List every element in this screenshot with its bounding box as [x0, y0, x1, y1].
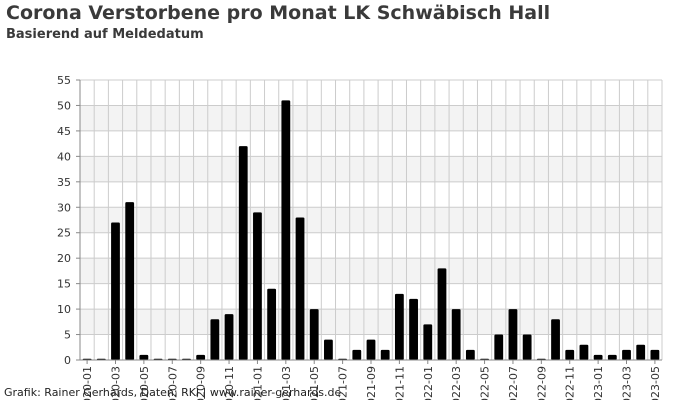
bar: [253, 212, 262, 360]
bar: [494, 334, 504, 360]
bar: [579, 344, 589, 360]
background-band: [80, 309, 662, 335]
y-tick-label: 15: [57, 278, 71, 291]
x-tick-label: 2022-07: [507, 366, 520, 400]
bar: [565, 349, 575, 360]
bar: [324, 339, 333, 360]
bar: [139, 354, 149, 360]
bar: [409, 298, 418, 360]
x-tick-label: 2023-01: [592, 366, 605, 400]
bar: [636, 344, 646, 360]
x-tick-label: 2022-01: [422, 366, 435, 400]
x-tick-label: 2020-03: [109, 366, 122, 400]
bar: [281, 100, 291, 360]
x-tick-label: 2020-01: [81, 366, 94, 400]
y-tick-label: 5: [64, 329, 71, 342]
bar: [465, 349, 475, 360]
x-tick-label: 2023-05: [649, 366, 662, 400]
bar: [423, 324, 433, 360]
bar: [224, 314, 234, 360]
bar: [210, 319, 220, 360]
bar: [394, 293, 404, 360]
bar: [267, 288, 277, 360]
x-tick-label: 2021-11: [393, 366, 406, 400]
chart-subtitle: Basierend auf Meldedatum: [6, 27, 204, 42]
bar: [593, 354, 603, 360]
y-tick-label: 55: [57, 74, 71, 87]
x-tick-label: 2022-03: [450, 366, 463, 400]
x-tick-label: 2020-07: [166, 366, 179, 400]
x-tick-label: 2020-11: [223, 366, 236, 400]
x-tick-label: 2021-09: [365, 366, 378, 400]
bar: [380, 349, 390, 360]
y-tick-label: 0: [64, 354, 71, 367]
bar: [650, 349, 660, 360]
x-tick-label: 2023-03: [621, 366, 634, 400]
x-tick-label: 2022-11: [564, 366, 577, 400]
bar: [437, 268, 447, 360]
bar-series: [82, 100, 660, 360]
y-tick-label: 10: [57, 303, 71, 316]
x-tick-label: 2021-05: [308, 366, 321, 400]
bar: [522, 334, 532, 360]
y-tick-label: 50: [57, 99, 71, 112]
bar: [196, 354, 206, 360]
bar: [366, 339, 376, 360]
x-tick-label: 2022-09: [535, 366, 548, 400]
y-tick-label: 40: [57, 150, 71, 163]
chart-credit: Grafik: Rainer Gerhards, Daten: RKI | ww…: [4, 386, 342, 399]
background-band: [80, 105, 662, 131]
y-tick-label: 35: [57, 176, 71, 189]
x-tick-label: 2021-07: [337, 366, 350, 400]
chart-gridlines: [79, 79, 663, 361]
bar: [125, 202, 135, 360]
y-tick-label: 20: [57, 252, 71, 265]
chart-background-bands: [80, 105, 662, 335]
x-tick-label: 2021-03: [280, 366, 293, 400]
x-tick-label: 2020-05: [138, 366, 151, 400]
y-axis-ticks: 0 5 10 15 20 25 30 35 40 45 50 55: [57, 74, 80, 367]
bar: [295, 217, 305, 360]
x-tick-label: 2020-09: [195, 366, 208, 400]
y-tick-label: 45: [57, 125, 71, 138]
chart-title: Corona Verstorbene pro Monat LK Schwäbis…: [6, 2, 551, 24]
y-tick-label: 25: [57, 227, 71, 240]
bar: [111, 222, 120, 360]
bar: [309, 309, 319, 360]
bar: [508, 309, 518, 360]
background-band: [80, 207, 662, 233]
background-band: [80, 156, 662, 182]
y-tick-label: 30: [57, 201, 71, 214]
bar: [451, 309, 461, 360]
bar: [607, 354, 617, 360]
bar: [352, 349, 362, 360]
bar: [551, 319, 560, 360]
bar: [622, 349, 631, 360]
x-axis-ticks: 2020-01 2020-03 2020-05 2020-07 2020-09 2020-…: [81, 360, 662, 400]
bar: [238, 146, 248, 360]
background-band: [80, 258, 662, 284]
x-tick-label: 2021-01: [251, 366, 264, 400]
x-tick-label: 2022-05: [479, 366, 492, 400]
